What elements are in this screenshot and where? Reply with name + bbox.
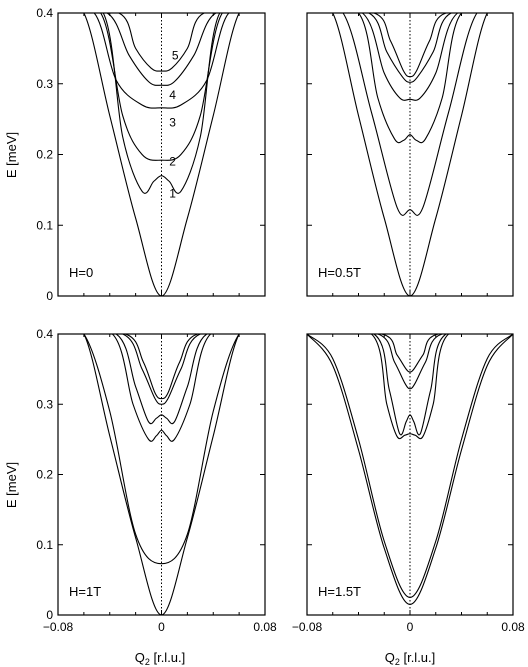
dispersion-branch-6 [307,334,513,373]
branch-label: 4 [169,88,176,102]
panel-1: 0 0.1 0.2 0.3 0.4 H=0 1 2 3 4 5 [36,6,266,303]
dispersion-branch-3 [307,334,513,440]
y-tick-label: 0.1 [36,538,53,552]
y-tick-label: 0 [46,608,53,622]
branch-label: 3 [169,116,176,130]
dispersion-branch-5 [307,13,513,83]
y-tick-label: 0.3 [36,77,53,91]
x-tick-label: 0.08 [501,620,525,634]
dispersion-branch-3 [58,334,265,442]
curves [307,334,513,606]
dispersion-branch-3 [307,13,513,144]
field-label: H=1.5T [318,584,361,599]
dispersion-branch-1 [58,13,265,296]
panel-3: 00.10.20.30.4−0.08 0 0.08H=1T [36,327,277,634]
field-label: H=0 [69,265,93,280]
dispersion-branch-5 [307,334,513,390]
dispersion-branch-4 [58,13,265,109]
dispersion-branch-4 [307,13,513,101]
dispersion-branch-6 [58,13,265,72]
dispersion-branch-4 [307,334,513,436]
x-axis-label-right: Q2 [r.l.u.] [385,650,436,667]
dispersion-branch-5 [58,13,265,86]
y-tick-label: 0 [46,289,53,303]
x-tick-label: 0.08 [253,620,277,634]
x-axis-label-left: Q2 [r.l.u.] [135,650,186,667]
dispersion-branch-2 [307,13,513,216]
branch-label: 2 [169,155,176,169]
dispersion-branch-6 [307,13,513,78]
y-tick-label: 0.2 [36,148,53,162]
y-axis-label-top: E [meV] [4,132,19,178]
y-axis-label-bottom: E [meV] [4,462,19,508]
curves [307,13,513,296]
field-label: H=0.5T [318,265,361,280]
curves [58,13,265,296]
x-tick-label: −0.08 [292,620,323,634]
x-tick-label: −0.08 [43,620,74,634]
dispersion-branch-1 [58,334,265,615]
y-tick-label: 0.4 [36,327,53,341]
panel-4: −0.08 0 0.08 H=1.5T [292,333,525,634]
dispersion-branch-5 [58,334,265,405]
dispersion-branch-1 [307,13,513,296]
x-tick-label: 0 [407,620,414,634]
field-label: H=1T [69,584,101,599]
dispersion-branch-2 [58,334,265,565]
dispersion-branch-6 [58,334,265,400]
x-tick-label: 0 [158,620,165,634]
y-tick-label: 0.4 [36,6,53,20]
curves [58,334,265,615]
y-tick-label: 0.3 [36,397,53,411]
y-tick-label: 0.2 [36,468,53,482]
branch-label: 1 [169,186,176,200]
dispersion-branch-2 [307,334,513,598]
panel-2: H=0.5T [306,12,514,297]
dispersion-branch-3 [58,13,265,161]
dispersion-branch-4 [58,334,265,425]
y-tick-label: 0.1 [36,218,53,232]
dispersion-branch-1 [307,334,513,606]
branch-label: 5 [172,48,179,62]
